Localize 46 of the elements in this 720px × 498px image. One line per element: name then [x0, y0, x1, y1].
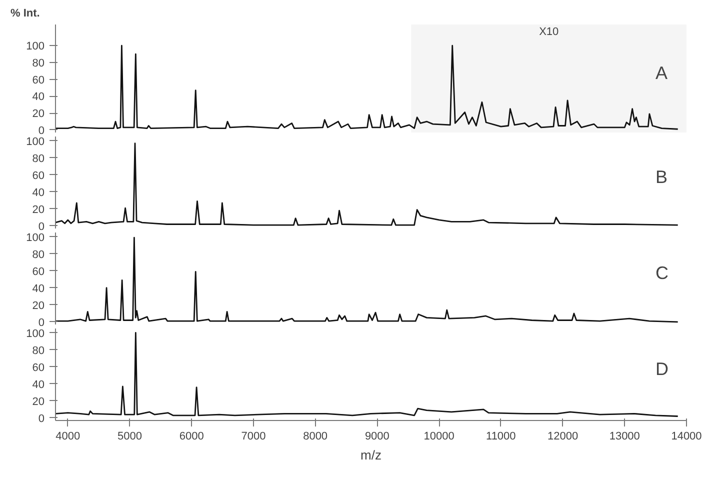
y-tick-label: 20 — [32, 108, 45, 120]
y-axis-title: % Int. — [10, 8, 40, 20]
y-tick-label: 80 — [32, 344, 45, 357]
line-series — [56, 236, 679, 323]
y-tick-label: 80 — [32, 57, 45, 70]
annotation: C — [656, 263, 668, 284]
y-tick-label: 40 — [32, 91, 45, 104]
y-tick-label: 0 — [38, 220, 45, 233]
y-tick-label: 60 — [32, 266, 45, 278]
y-tick-label: 60 — [32, 362, 45, 374]
y-tick-label: 40 — [32, 186, 45, 199]
y-tick-label: 60 — [32, 74, 45, 86]
y-tick-label: 0 — [38, 316, 45, 329]
y-tick-label: 0 — [38, 124, 45, 137]
line-series — [56, 142, 679, 226]
annotation: A — [656, 63, 668, 83]
x-tick-label: 4000 — [56, 430, 80, 442]
x-tick-label: 9000 — [364, 430, 390, 442]
x-tick-label: 8000 — [303, 430, 328, 442]
y-tick-label: 100 — [26, 328, 45, 340]
line-series — [56, 44, 679, 130]
y-tick-label: 80 — [32, 152, 45, 165]
annotation: B — [656, 167, 668, 188]
x-tick-label: 7000 — [241, 430, 266, 442]
x-tick-label: 6000 — [179, 430, 204, 442]
x-tick-label: 13000 — [609, 430, 640, 442]
y-tick-label: 20 — [32, 396, 45, 408]
y-tick-label: 100 — [26, 40, 45, 53]
x-tick-label: 11000 — [486, 430, 516, 442]
x-tick-label: 5000 — [118, 430, 142, 442]
y-tick-label: 20 — [32, 204, 45, 216]
x-tick-label: 12000 — [547, 430, 578, 442]
annotation: D — [656, 359, 668, 380]
line-series — [56, 332, 679, 417]
y-tick-label: 60 — [32, 170, 45, 182]
y-tick-label: 40 — [32, 282, 45, 295]
x-tick-label: 10000 — [424, 430, 454, 442]
y-tick-label: 0 — [38, 412, 45, 425]
x-axis-title: m/z — [360, 448, 382, 462]
x-tick-label: 14000 — [671, 430, 702, 442]
y-tick-label: 80 — [32, 248, 45, 261]
y-tick-label: 40 — [32, 378, 45, 391]
band-label: X10 — [539, 26, 559, 38]
y-tick-label: 20 — [32, 300, 45, 312]
y-tick-label: 100 — [26, 232, 45, 244]
y-tick-label: 100 — [26, 136, 45, 148]
